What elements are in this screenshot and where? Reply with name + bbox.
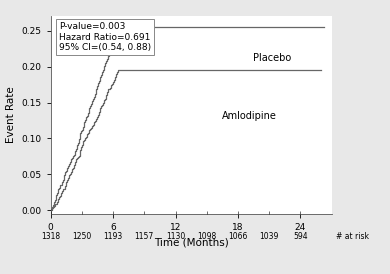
- Text: 1193: 1193: [103, 232, 123, 241]
- Text: P-value=0.003
Hazard Ratio=0.691
95% CI=(0.54, 0.88): P-value=0.003 Hazard Ratio=0.691 95% CI=…: [59, 22, 151, 52]
- Text: 1157: 1157: [135, 232, 154, 241]
- X-axis label: Time (Months): Time (Months): [154, 237, 229, 247]
- Y-axis label: Event Rate: Event Rate: [6, 87, 16, 144]
- Text: 1039: 1039: [259, 232, 279, 241]
- Text: 1318: 1318: [41, 232, 60, 241]
- Text: 1250: 1250: [72, 232, 92, 241]
- Text: Amlodipine: Amlodipine: [222, 111, 277, 121]
- Text: 1098: 1098: [197, 232, 216, 241]
- Text: 1066: 1066: [228, 232, 248, 241]
- Text: 594: 594: [293, 232, 308, 241]
- Text: 1130: 1130: [166, 232, 185, 241]
- Text: # at risk: # at risk: [336, 232, 369, 241]
- Text: Placebo: Placebo: [254, 53, 292, 63]
